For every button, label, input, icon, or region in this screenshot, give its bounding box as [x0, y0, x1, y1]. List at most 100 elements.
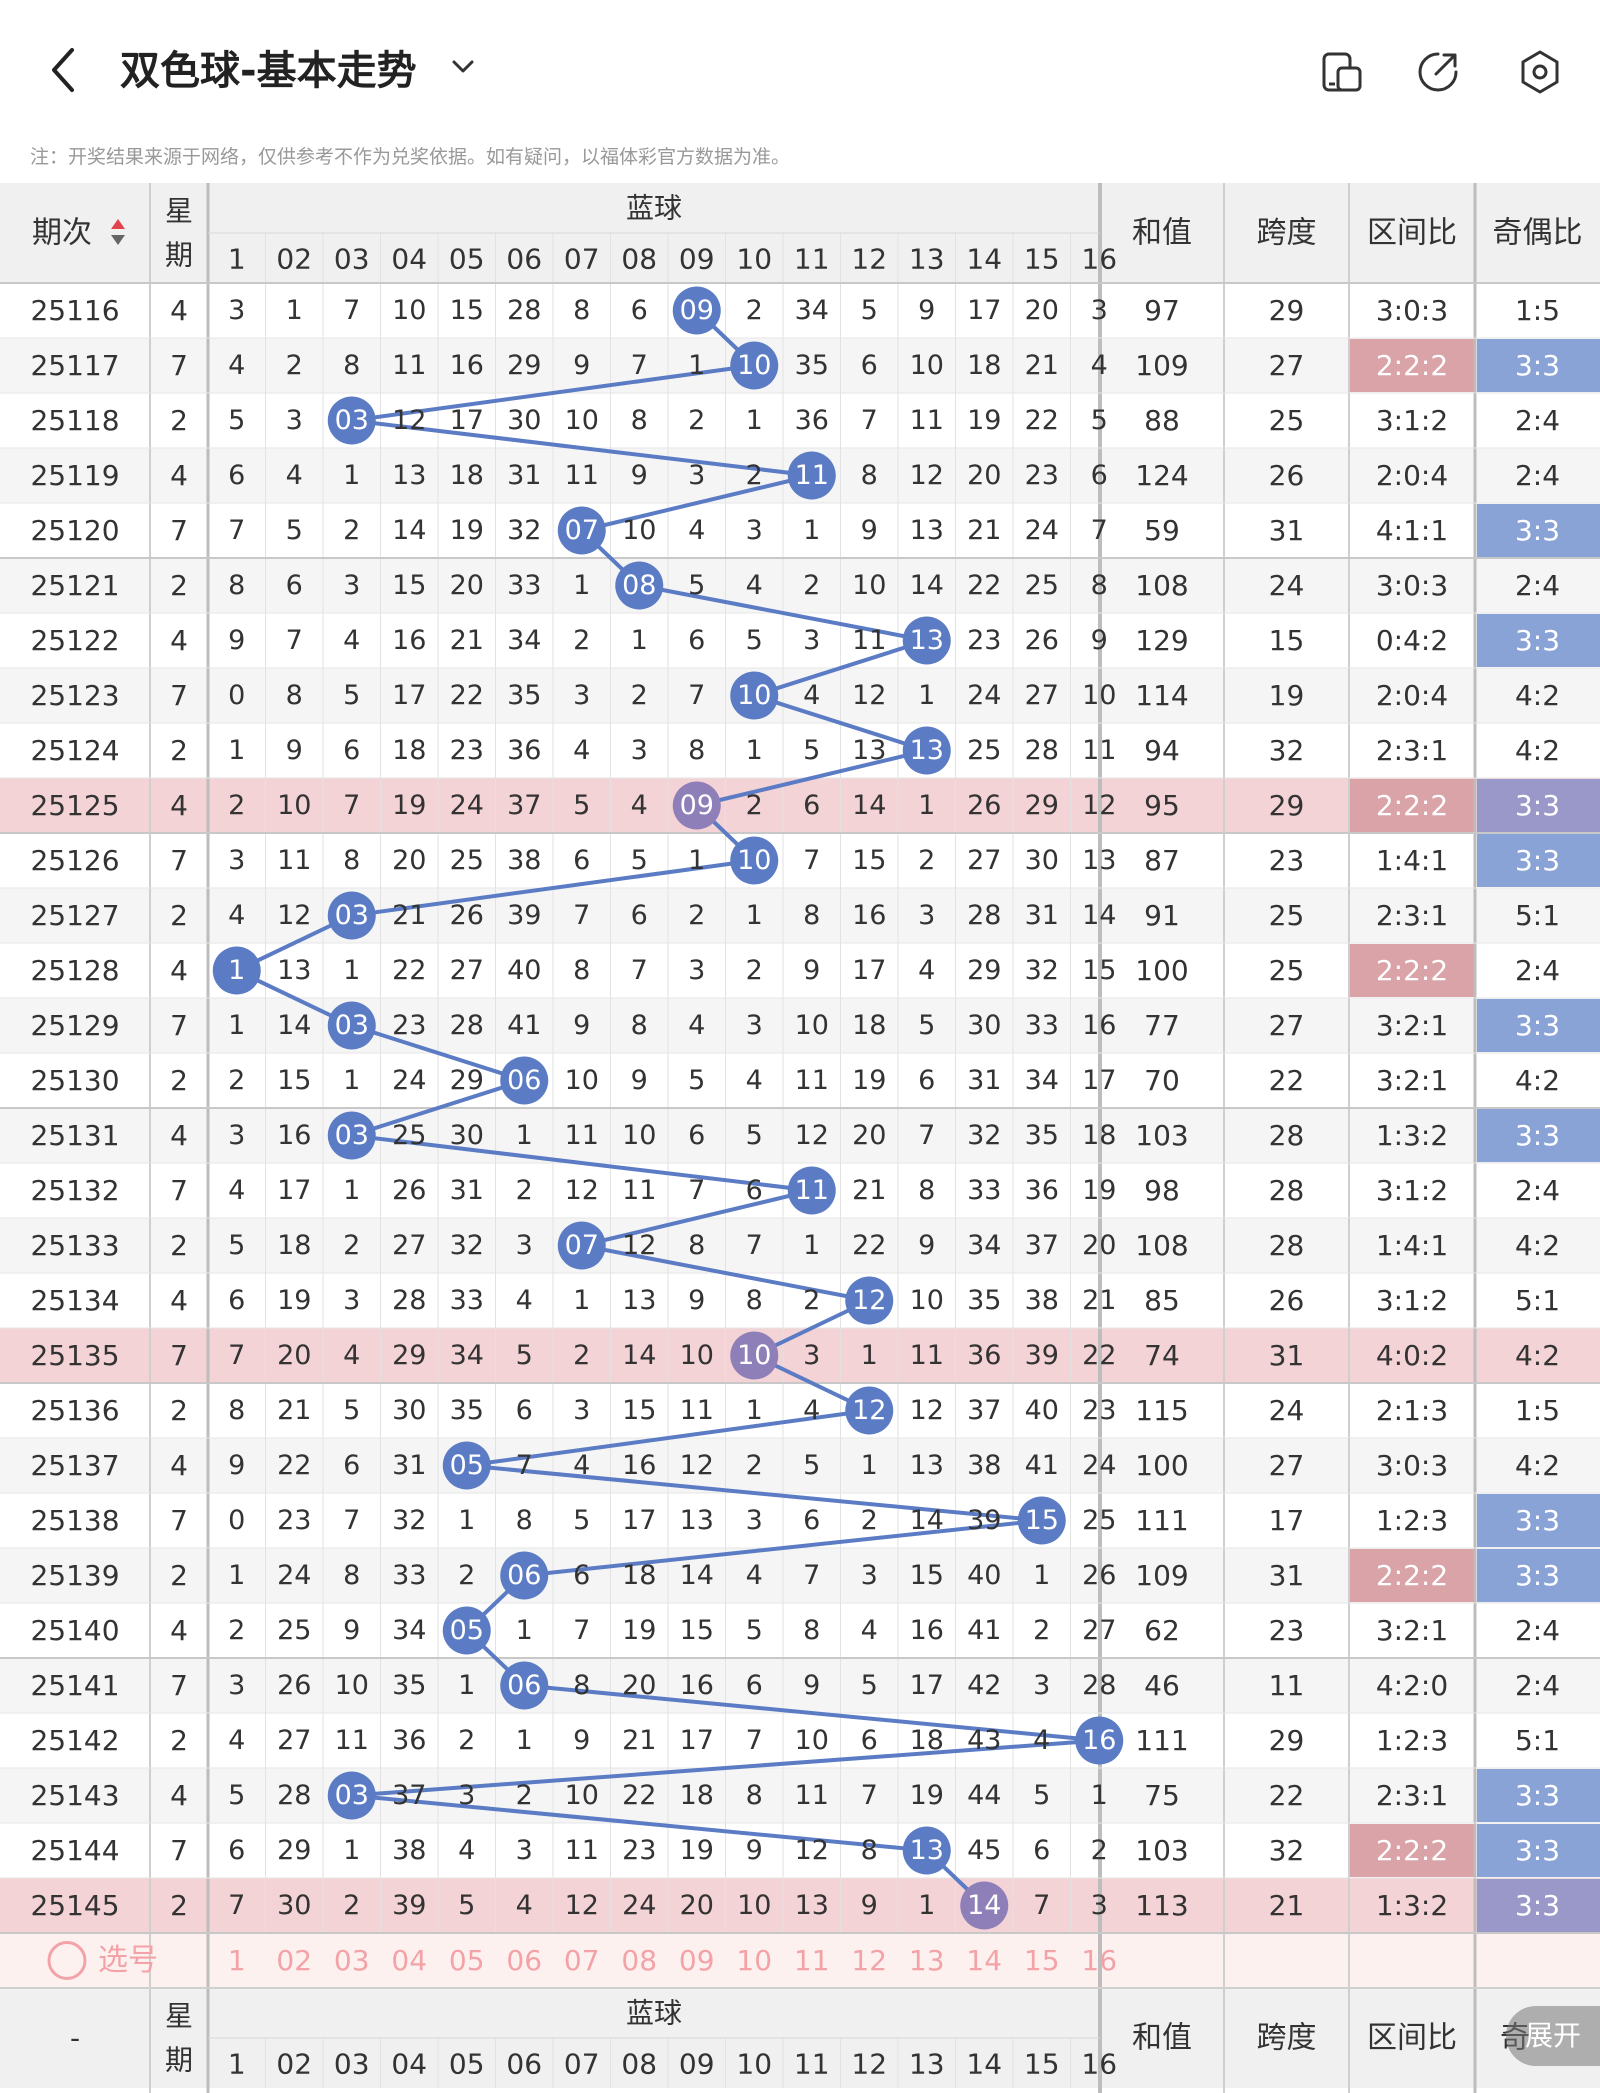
screen-split-icon[interactable] — [1316, 46, 1368, 98]
miss-count-cell: 8 — [573, 295, 590, 326]
select-number-button[interactable]: 09 — [679, 1944, 715, 1977]
settings-icon[interactable] — [1514, 46, 1566, 98]
select-number-button[interactable]: 02 — [276, 1944, 312, 1977]
blue-number-header[interactable]: 11 — [794, 243, 830, 276]
col-zone-header[interactable]: 区间比 — [1367, 2021, 1457, 2056]
miss-count-cell: 6 — [1091, 460, 1108, 491]
blue-number-header[interactable]: 05 — [449, 2048, 485, 2081]
share-icon[interactable] — [1412, 46, 1464, 98]
week-cell: 2 — [170, 1229, 188, 1262]
blue-number-header[interactable]: 07 — [564, 243, 600, 276]
select-number-button[interactable]: 12 — [851, 1944, 887, 1977]
blue-number-header[interactable]: 04 — [391, 2048, 427, 2081]
blue-number-header[interactable]: 14 — [966, 2048, 1002, 2081]
select-number-button[interactable]: 06 — [506, 1944, 542, 1977]
col-period-header[interactable]: 期次 — [32, 216, 92, 251]
select-number-button[interactable]: 04 — [391, 1944, 427, 1977]
zone-ratio-cell: 0:4:2 — [1376, 624, 1448, 657]
blue-number-header[interactable]: 03 — [334, 243, 370, 276]
sort-icon[interactable] — [111, 219, 125, 245]
blue-ball — [500, 1551, 549, 1600]
chevron-down-icon[interactable] — [448, 52, 478, 82]
miss-count-cell: 21 — [392, 900, 426, 931]
blue-number-header[interactable]: 11 — [794, 2048, 830, 2081]
blue-number-header[interactable]: 09 — [679, 243, 715, 276]
blue-number-header[interactable]: 16 — [1081, 2048, 1117, 2081]
miss-count-cell: 11 — [1082, 735, 1116, 766]
blue-ball — [672, 781, 721, 830]
col-span-header[interactable]: 跨度 — [1257, 2021, 1317, 2056]
miss-count-cell: 8 — [573, 955, 590, 986]
col-zone-header[interactable]: 区间比 — [1367, 216, 1457, 251]
miss-count-cell: 39 — [967, 1505, 1001, 1536]
blue-number-header[interactable]: 13 — [909, 2048, 945, 2081]
col-sum-header[interactable]: 和值 — [1132, 216, 1192, 251]
span-cell: 28 — [1269, 1229, 1305, 1262]
col-span-header[interactable]: 跨度 — [1257, 216, 1317, 251]
miss-count-cell: 9 — [918, 295, 935, 326]
blue-number-header[interactable]: 05 — [449, 243, 485, 276]
miss-count-cell: 4 — [631, 790, 648, 821]
blue-number-header[interactable]: 04 — [391, 243, 427, 276]
blue-number-header[interactable]: 08 — [621, 243, 657, 276]
select-number-button[interactable]: 1 — [228, 1944, 246, 1977]
col-sum-header[interactable]: 和值 — [1132, 2021, 1192, 2056]
blue-number-header[interactable]: 1 — [228, 243, 246, 276]
odd-even-cell: 3:3 — [1515, 514, 1560, 547]
miss-count-cell: 10 — [1082, 680, 1116, 711]
page-title[interactable]: 双色球-基本走势 — [120, 48, 417, 94]
blue-number-header[interactable]: 07 — [564, 2048, 600, 2081]
miss-count-cell: 23 — [277, 1505, 311, 1536]
blue-number-header[interactable]: 06 — [506, 2048, 542, 2081]
period-cell: 25125 — [30, 789, 119, 822]
blue-number-header[interactable]: 06 — [506, 243, 542, 276]
zone-ratio-cell: 3:0:3 — [1376, 294, 1448, 327]
blue-number-header[interactable]: 16 — [1081, 243, 1117, 276]
miss-count-cell: 19 — [1082, 1175, 1116, 1206]
miss-count-cell: 11 — [565, 1835, 599, 1866]
select-number-button[interactable]: 16 — [1081, 1944, 1117, 1977]
miss-count-cell: 2 — [343, 515, 360, 546]
select-radio-icon[interactable] — [47, 1941, 87, 1980]
blue-ball-number: 06 — [507, 1670, 541, 1701]
miss-count-cell: 8 — [228, 1395, 245, 1426]
select-number-button[interactable]: 08 — [621, 1944, 657, 1977]
blue-number-header[interactable]: 03 — [334, 2048, 370, 2081]
miss-count-cell: 5 — [746, 1120, 763, 1151]
blue-number-header[interactable]: 13 — [909, 243, 945, 276]
sum-cell: 59 — [1144, 514, 1180, 547]
blue-number-header[interactable]: 10 — [736, 2048, 772, 2081]
table-row-bg — [0, 1768, 1600, 1823]
select-number-button[interactable]: 11 — [794, 1944, 830, 1977]
expand-button[interactable]: 展开 — [1506, 2006, 1600, 2066]
blue-number-header[interactable]: 12 — [851, 243, 887, 276]
blue-number-header[interactable]: 15 — [1024, 2048, 1060, 2081]
miss-count-cell: 28 — [507, 295, 541, 326]
select-number-button[interactable]: 07 — [564, 1944, 600, 1977]
col-odd-header[interactable]: 奇偶比 — [1493, 216, 1583, 251]
select-number-button[interactable]: 15 — [1024, 1944, 1060, 1977]
select-number-button[interactable]: 03 — [334, 1944, 370, 1977]
select-label[interactable]: 选号 — [98, 1943, 158, 1978]
blue-number-header[interactable]: 1 — [228, 2048, 246, 2081]
blue-number-header[interactable]: 09 — [679, 2048, 715, 2081]
blue-number-header[interactable]: 02 — [276, 2048, 312, 2081]
blue-number-header[interactable]: 02 — [276, 243, 312, 276]
select-number-button[interactable]: 05 — [449, 1944, 485, 1977]
select-number-button[interactable]: 10 — [736, 1944, 772, 1977]
miss-count-cell: 18 — [392, 735, 426, 766]
miss-count-cell: 23 — [1082, 1395, 1116, 1426]
miss-count-cell: 30 — [967, 1010, 1001, 1041]
miss-count-cell: 1 — [343, 460, 360, 491]
blue-number-header[interactable]: 12 — [851, 2048, 887, 2081]
zone-ratio-cell: 3:2:1 — [1376, 1614, 1448, 1647]
chevron-left-icon[interactable] — [40, 40, 90, 100]
select-number-button[interactable]: 14 — [966, 1944, 1002, 1977]
blue-number-header[interactable]: 10 — [736, 243, 772, 276]
blue-number-header[interactable]: 14 — [966, 243, 1002, 276]
miss-count-cell: 5 — [458, 1890, 475, 1921]
blue-number-header[interactable]: 15 — [1024, 243, 1060, 276]
blue-number-header[interactable]: 08 — [621, 2048, 657, 2081]
miss-count-cell: 27 — [450, 955, 484, 986]
select-number-button[interactable]: 13 — [909, 1944, 945, 1977]
